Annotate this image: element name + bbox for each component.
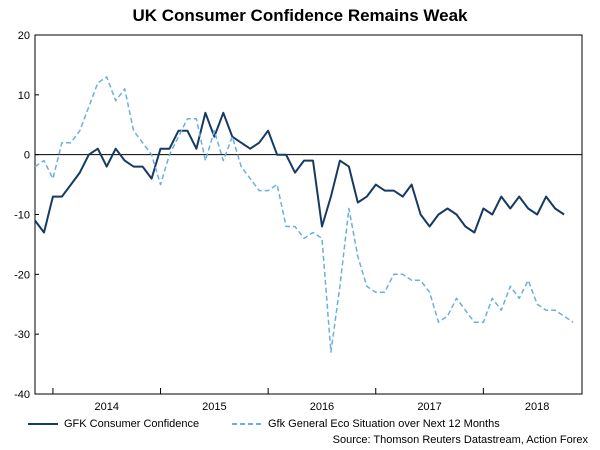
plot-area: [34, 34, 583, 395]
x-tick-label: 2015: [202, 401, 226, 413]
legend-label-consumer-confidence: GFK Consumer Confidence: [64, 418, 200, 430]
x-tick-label: 2018: [525, 401, 549, 413]
series-line-eco-situation: [34, 76, 574, 353]
x-tick-label: 2014: [94, 401, 118, 413]
y-tick-label: 10: [18, 90, 30, 102]
y-tick-label: -30: [14, 329, 30, 341]
legend-label-eco-situation: Gfk General Eco Situation over Next 12 M…: [268, 418, 500, 430]
chart-title: UK Consumer Confidence Remains Weak: [132, 6, 468, 25]
legend-item-gfk-consumer-confidence: GFK Consumer Confidence: [28, 418, 199, 430]
y-tick-label: 20: [18, 30, 30, 42]
legend-item-eco-situation: Gfk General Eco Situation over Next 12 M…: [232, 418, 500, 430]
series-line-gfk-consumer-confidence: [34, 111, 565, 234]
x-tick-label: 2017: [417, 401, 441, 413]
y-tick-label: 0: [24, 150, 30, 162]
y-tick-label: -10: [14, 210, 30, 222]
y-tick-label: -40: [14, 389, 30, 401]
source-note: Source: Thomson Reuters Datastream, Acti…: [332, 434, 588, 446]
legend-dashed-line-swatch: [232, 423, 262, 425]
x-tick-label: 2016: [310, 401, 334, 413]
y-tick-label: -20: [14, 269, 30, 281]
legend-solid-line-swatch: [28, 423, 58, 425]
